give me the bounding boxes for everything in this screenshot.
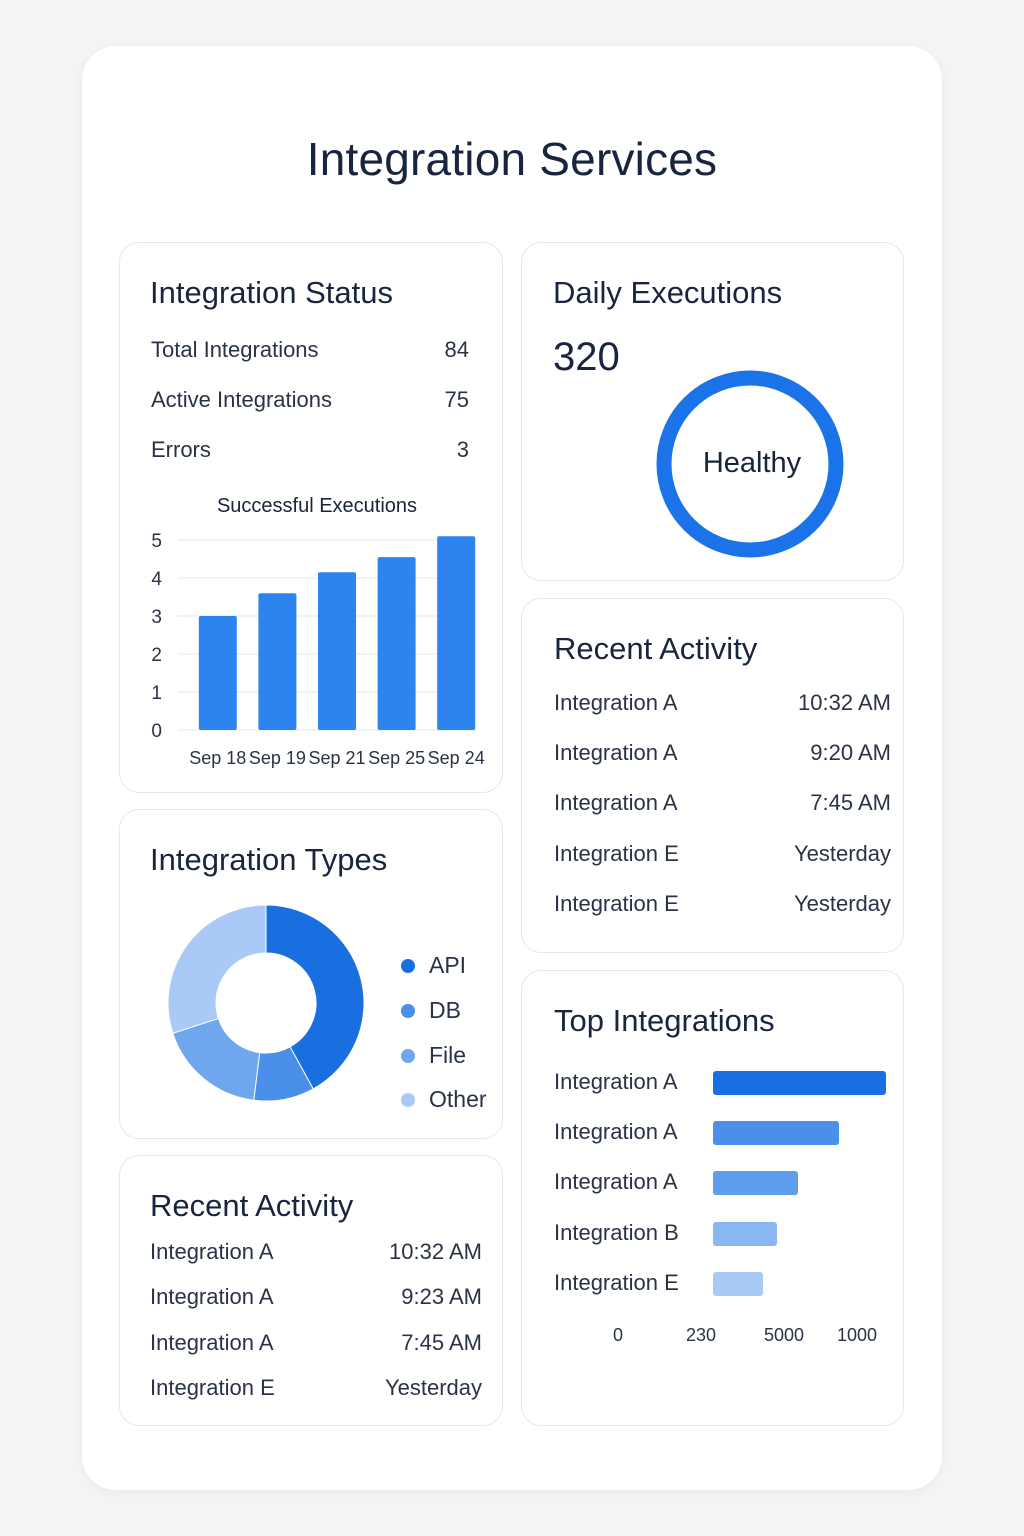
activity-name: Integration A [554,690,678,715]
integration-types-card: Integration Types API DB File Other [119,809,503,1139]
card-title: Recent Activity [150,1188,354,1223]
legend-dot-icon [401,1048,415,1063]
activity-name: Integration A [554,790,678,816]
x-tick-label: 1000 [836,1325,878,1345]
top-integration-name: Integration E [554,1269,679,1295]
top-integration-bar [713,1121,840,1146]
health-gauge: Healthy [656,370,844,558]
status-value: 75 [444,387,469,412]
status-value: 84 [444,337,469,362]
y-tick-label: 2 [151,645,162,666]
y-tick-label: 3 [151,607,162,628]
activity-name: Integration E [150,1374,275,1400]
status-value: 3 [456,437,469,462]
legend-dot-icon [401,959,415,973]
activity-time: Yesterday [384,1374,482,1400]
status-label: Total Integrations [151,337,319,362]
status-label: Active Integrations [151,387,332,412]
legend-label: API [429,952,467,978]
legend-label: DB [429,996,461,1023]
chart-y-axis: 0 1 2 3 4 5 [151,531,162,742]
integration-status-card: Integration Status Total Integrations 84… [119,242,503,793]
y-tick-label: 4 [151,569,162,590]
x-tick-label: Sep 21 [308,748,365,768]
card-title: Top Integrations [554,1003,775,1038]
activity-time: Yesterday [793,840,891,866]
top-integration-bar [713,1171,798,1196]
slice-file [172,1017,261,1101]
activity-time: 7:45 AM [401,1329,482,1355]
slice-other [167,904,267,1034]
legend-item-other: Other [401,1086,487,1113]
top-integration-name: Integration A [554,1119,678,1145]
card-title: Integration Types [150,842,388,877]
x-tick-label: Sep 19 [249,748,306,768]
activity-time: 9:23 AM [401,1284,482,1310]
top-integration-bar [713,1221,777,1246]
top-integrations-card: Top Integrations Integration A Integratio… [521,970,904,1426]
activity-time: 10:32 AM [389,1239,482,1264]
recent-activity-card: Recent Activity Integration A 10:32 AM Int… [119,1155,503,1426]
top-integration-bar [713,1271,764,1296]
activity-time: 10:32 AM [798,690,891,715]
daily-executions-card: Daily Executions 320 Healthy [521,242,904,581]
chart-x-axis: Sep 18 Sep 19 Sep 21 Sep 25 Sep 24 [189,748,484,768]
activity-name: Integration A [150,1329,274,1355]
successful-executions-chart: Successful Executions 0 1 2 3 4 5 Sep 18 Sep 1… [151,495,484,768]
activity-name: Integration A [150,1284,274,1310]
bar-sep-25 [377,557,416,730]
activity-time: 7:45 AM [810,790,891,816]
top-integration-name: Integration A [554,1169,678,1195]
y-tick-label: 1 [151,683,162,704]
activity-name: Integration E [554,890,679,916]
legend-dot-icon [401,1093,415,1108]
legend-dot-icon [401,1003,415,1018]
y-tick-label: 0 [151,721,162,742]
bar-sep-24 [437,536,476,730]
x-tick-label: 0 [612,1325,623,1345]
gauge-label: Healthy [703,447,802,479]
x-tick-label: 5000 [763,1325,805,1345]
gauge-ring [656,370,844,558]
activity-time: Yesterday [793,890,891,916]
page-title: Integration Services [306,133,718,185]
bar-sep-21 [318,572,356,730]
chart-bars [198,536,476,730]
activity-time: 9:20 AM [810,740,891,766]
top-integration-name: Integration B [554,1219,679,1245]
daily-executions-value: 320 [553,335,620,379]
x-tick-label: Sep 25 [368,748,425,768]
card-title: Integration Status [150,275,393,310]
legend-item-file: File [401,1041,467,1069]
legend-item-db: DB [401,996,461,1024]
y-tick-label: 5 [151,531,162,552]
slice-api [265,904,365,1090]
bar-sep-19 [258,593,297,730]
integration-types-donut [167,904,365,1102]
status-label: Errors [151,437,211,462]
bar-sep-18 [198,616,237,730]
x-tick-label: Sep 18 [189,748,246,768]
activity-name: Integration A [150,1239,274,1264]
activity-name: Integration E [554,840,679,866]
recent-activity-card: Recent Activity Integration A 10:32 AM Int… [521,598,904,953]
card-title: Recent Activity [554,631,758,666]
legend-item-api: API [401,952,467,979]
top-integration-bar [713,1071,886,1095]
card-title: Daily Executions [553,275,783,310]
chart-title: Successful Executions [217,495,417,517]
activity-name: Integration A [554,740,678,766]
top-integration-name: Integration A [554,1069,678,1094]
x-tick-label: 230 [685,1325,717,1345]
x-tick-label: Sep 24 [428,748,485,768]
legend-label: Other [429,1086,487,1113]
legend-label: File [429,1041,467,1068]
